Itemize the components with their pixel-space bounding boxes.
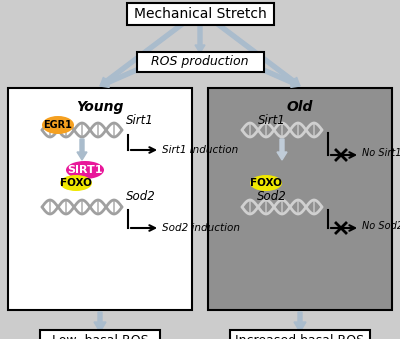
Polygon shape bbox=[77, 139, 87, 160]
Text: Old: Old bbox=[287, 100, 313, 114]
Text: Sod2: Sod2 bbox=[257, 191, 287, 203]
Ellipse shape bbox=[60, 175, 92, 191]
Text: Low  basal ROS: Low basal ROS bbox=[52, 334, 148, 339]
Text: Sirt1 induction: Sirt1 induction bbox=[162, 145, 238, 155]
Text: Increased basal ROS: Increased basal ROS bbox=[236, 334, 364, 339]
Text: FOXO: FOXO bbox=[250, 178, 282, 188]
Ellipse shape bbox=[66, 161, 104, 179]
Text: Sirt1: Sirt1 bbox=[126, 114, 154, 126]
Polygon shape bbox=[100, 63, 149, 87]
Polygon shape bbox=[94, 312, 106, 332]
Ellipse shape bbox=[42, 116, 74, 134]
Polygon shape bbox=[100, 20, 186, 86]
Polygon shape bbox=[251, 63, 300, 87]
Text: Sod2 induction: Sod2 induction bbox=[162, 223, 240, 233]
Text: No Sirt1 induction: No Sirt1 induction bbox=[362, 148, 400, 158]
Text: FOXO: FOXO bbox=[60, 178, 92, 188]
Text: SIRT1: SIRT1 bbox=[67, 165, 103, 175]
FancyBboxPatch shape bbox=[8, 88, 192, 310]
Text: Sirt1: Sirt1 bbox=[258, 114, 286, 126]
Polygon shape bbox=[195, 25, 205, 53]
FancyBboxPatch shape bbox=[136, 52, 264, 72]
Text: ROS production: ROS production bbox=[151, 56, 249, 68]
Polygon shape bbox=[294, 312, 306, 332]
FancyBboxPatch shape bbox=[126, 3, 274, 25]
Text: Sod2: Sod2 bbox=[126, 191, 156, 203]
Text: EGR1: EGR1 bbox=[44, 120, 72, 130]
FancyBboxPatch shape bbox=[208, 88, 392, 310]
FancyBboxPatch shape bbox=[230, 330, 370, 339]
Polygon shape bbox=[277, 139, 287, 160]
Text: Mechanical Stretch: Mechanical Stretch bbox=[134, 7, 266, 21]
Text: Young: Young bbox=[76, 100, 124, 114]
Text: No Sod2 induction: No Sod2 induction bbox=[362, 221, 400, 231]
FancyBboxPatch shape bbox=[40, 330, 160, 339]
Ellipse shape bbox=[250, 175, 282, 191]
Polygon shape bbox=[214, 20, 300, 86]
